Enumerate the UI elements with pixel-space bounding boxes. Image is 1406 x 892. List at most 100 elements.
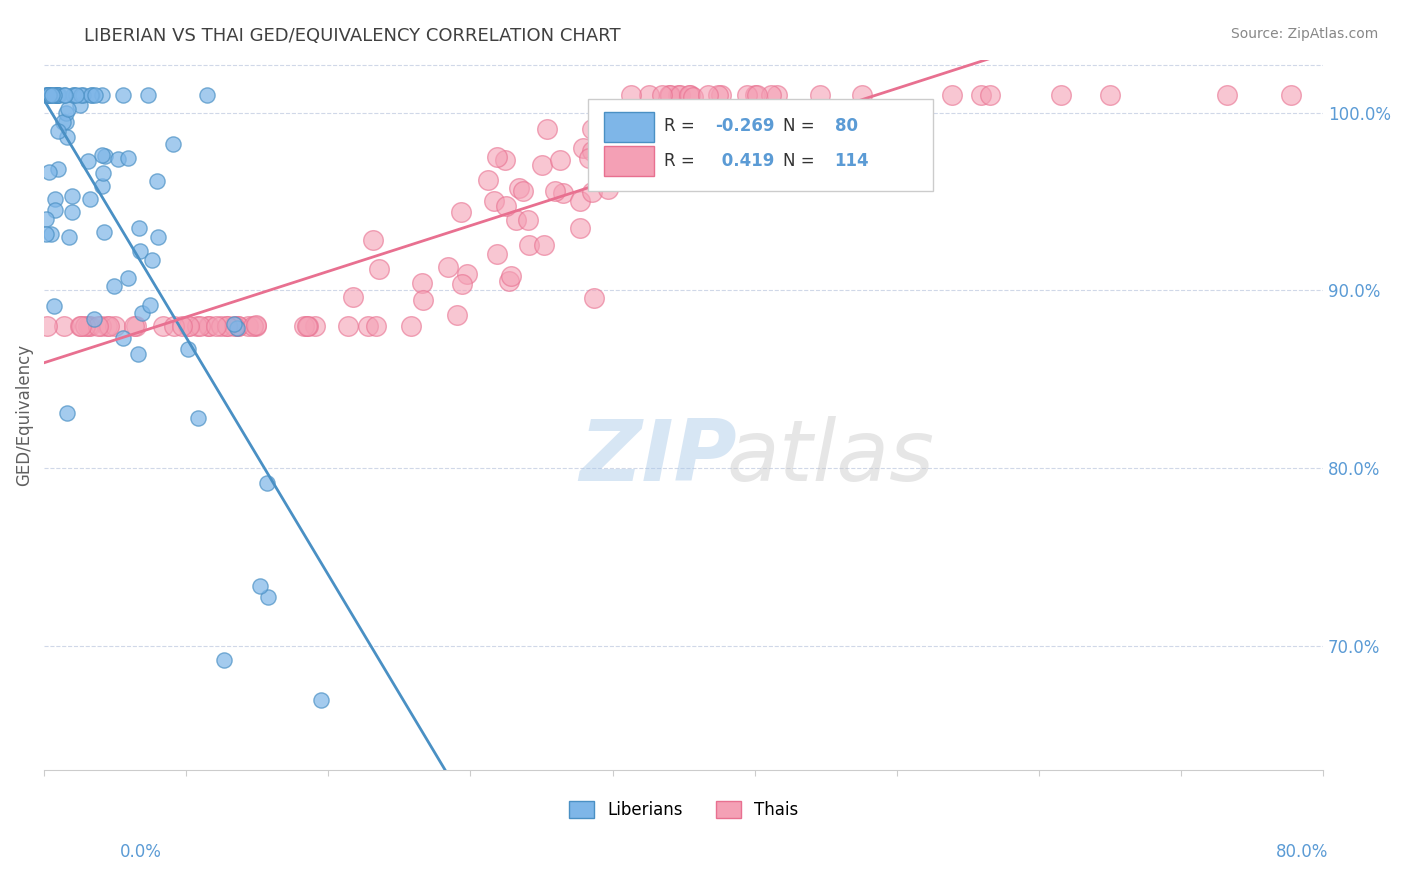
- Point: [52, 318, 75, 333]
- Point: [297, 318, 319, 333]
- Text: 80.0%: 80.0%: [1277, 843, 1329, 861]
- Point: [80, 88, 103, 103]
- Point: [204, 318, 226, 333]
- Point: [236, 318, 259, 333]
- Point: [256, 476, 278, 491]
- Point: [198, 318, 221, 333]
- Point: [163, 318, 186, 333]
- Point: [76, 153, 98, 168]
- Point: [35, 88, 58, 103]
- Point: [412, 293, 434, 307]
- Point: [44, 192, 66, 206]
- Point: [128, 244, 150, 259]
- Point: [759, 88, 782, 103]
- Point: [498, 274, 520, 288]
- Point: [766, 88, 789, 103]
- Point: [69, 97, 91, 112]
- Point: [970, 88, 993, 103]
- Point: [621, 119, 644, 133]
- Point: [614, 134, 637, 148]
- Point: [744, 88, 766, 103]
- Point: [46, 88, 69, 103]
- Point: [651, 88, 673, 103]
- Point: [735, 88, 758, 103]
- Point: [124, 318, 146, 333]
- Point: [93, 149, 115, 163]
- Point: [710, 88, 733, 103]
- Point: [56, 407, 79, 421]
- Point: [571, 141, 593, 155]
- Point: [80, 88, 103, 103]
- Point: [477, 173, 499, 187]
- Point: [37, 88, 59, 103]
- Point: [364, 318, 387, 333]
- Point: [569, 220, 592, 235]
- Point: [486, 150, 509, 164]
- Point: [127, 347, 149, 361]
- Point: [83, 88, 105, 103]
- Point: [195, 88, 218, 103]
- Point: [44, 203, 66, 218]
- Point: [226, 318, 249, 333]
- Point: [103, 279, 125, 293]
- Point: [336, 318, 359, 333]
- Point: [411, 276, 433, 290]
- Point: [56, 103, 79, 117]
- Point: [215, 318, 238, 333]
- Point: [550, 153, 572, 167]
- Point: [658, 88, 681, 103]
- Point: [245, 318, 267, 332]
- Point: [38, 165, 60, 179]
- Point: [941, 88, 963, 103]
- Point: [48, 88, 70, 103]
- Point: [669, 88, 692, 103]
- Point: [225, 321, 247, 335]
- Point: [209, 318, 232, 333]
- Point: [93, 225, 115, 239]
- Point: [581, 185, 603, 199]
- Point: [91, 148, 114, 162]
- Point: [131, 306, 153, 320]
- Point: [128, 220, 150, 235]
- Point: [55, 105, 77, 120]
- Point: [1049, 88, 1071, 103]
- Point: [671, 112, 693, 127]
- Point: [292, 318, 315, 333]
- Point: [368, 262, 391, 277]
- Point: [60, 204, 83, 219]
- Point: [530, 158, 553, 172]
- Point: [224, 317, 246, 331]
- Point: [517, 213, 540, 227]
- Point: [45, 88, 67, 103]
- Point: [295, 318, 318, 333]
- Point: [188, 318, 211, 333]
- Point: [62, 189, 84, 203]
- Point: [69, 318, 91, 333]
- Point: [48, 162, 70, 177]
- Point: [1279, 88, 1302, 103]
- Point: [682, 90, 704, 104]
- Point: [851, 88, 873, 103]
- Point: [37, 318, 59, 333]
- Point: [107, 152, 129, 166]
- Point: [533, 238, 555, 252]
- Point: [505, 213, 527, 227]
- Point: [42, 88, 65, 103]
- Y-axis label: GED/Equivalency: GED/Equivalency: [15, 343, 32, 486]
- Point: [70, 318, 93, 333]
- Text: 80: 80: [835, 117, 858, 135]
- Point: [87, 318, 110, 333]
- Point: [139, 297, 162, 311]
- Point: [62, 88, 84, 103]
- Point: [46, 88, 69, 103]
- Point: [578, 151, 600, 165]
- Point: [53, 88, 76, 103]
- Point: [63, 88, 86, 103]
- Point: [162, 137, 184, 152]
- Point: [242, 318, 264, 333]
- Point: [257, 590, 280, 604]
- Point: [226, 318, 249, 333]
- Point: [72, 88, 94, 103]
- Point: [482, 194, 505, 208]
- Point: [90, 318, 112, 333]
